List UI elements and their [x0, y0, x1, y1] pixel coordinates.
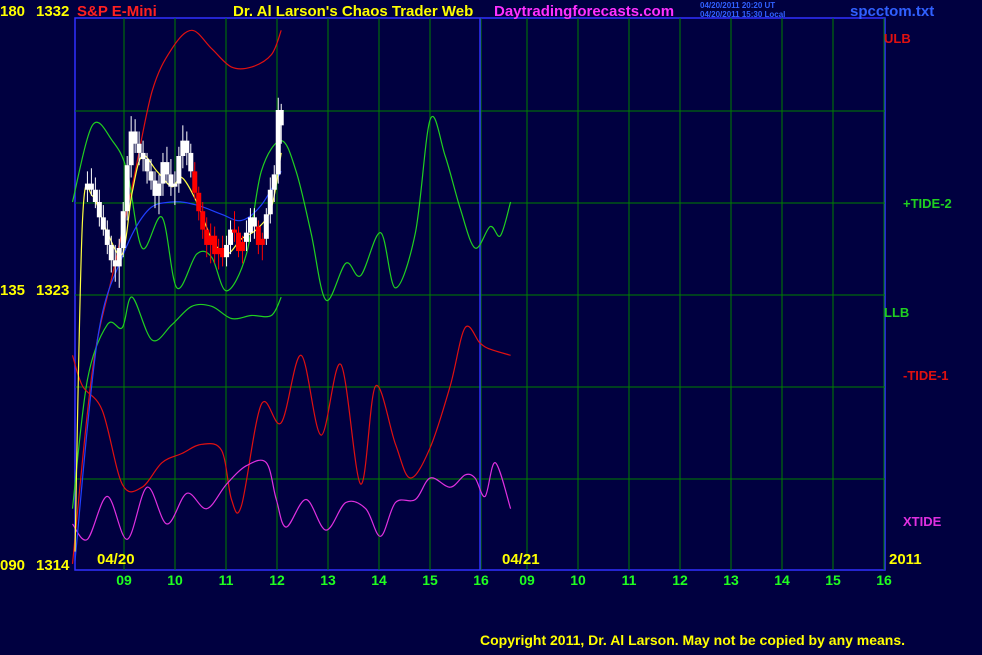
timestamp-local: 04/20/2011 15:30 Local	[700, 10, 785, 19]
x-tick-label: 14	[371, 572, 387, 588]
copyright-notice: Copyright 2011, Dr. Al Larson. May not b…	[480, 632, 905, 648]
series-line-ulb	[71, 29, 282, 564]
series-line-tide1	[71, 325, 511, 514]
left-axis-bottom-label: 090	[0, 557, 25, 574]
price-bar	[120, 211, 126, 248]
price-bar	[156, 183, 162, 196]
price-bar	[112, 260, 118, 267]
x-tick-label: 14	[774, 572, 790, 588]
price-bar	[140, 152, 146, 160]
x-tick-label: 16	[473, 572, 489, 588]
date-label-second: 04/21	[502, 551, 540, 568]
left-axis-top-label: 180	[0, 3, 25, 20]
x-tick-label: 09	[519, 572, 535, 588]
grid-layer	[75, 18, 885, 570]
price-bar	[184, 140, 190, 153]
filename-label: spcctom.txt	[850, 3, 934, 20]
price-bar	[259, 238, 265, 245]
price-bar	[116, 248, 122, 267]
price-bar	[168, 174, 174, 187]
right-axis-top-label: 1332	[36, 3, 69, 20]
x-tick-label: 10	[167, 572, 183, 588]
price-bar	[100, 217, 106, 230]
series-line-ma_blue	[74, 170, 282, 561]
price-bar	[124, 165, 130, 212]
price-bar	[192, 171, 198, 193]
price-bar	[84, 183, 90, 190]
x-tick-label: 13	[723, 572, 739, 588]
price-bar	[278, 110, 284, 126]
line-layer	[71, 29, 512, 564]
price-bar	[255, 226, 261, 245]
year-label: 2011	[889, 551, 922, 568]
timestamp-ut: 04/20/2011 20:20 UT	[700, 1, 775, 10]
price-bar	[263, 214, 269, 239]
series-line-xtide	[72, 459, 512, 541]
symbol-label: S&P E-Mini	[77, 3, 157, 20]
price-bar	[247, 217, 253, 233]
price-bar	[160, 162, 166, 184]
date-label-first: 04/20	[97, 551, 135, 568]
price-bar	[152, 180, 158, 196]
series-line-tide2	[71, 116, 512, 301]
price-bar	[96, 202, 102, 218]
right-axis-bottom-label: 1314	[36, 557, 70, 574]
price-bar	[208, 235, 214, 245]
price-bar	[200, 211, 206, 230]
site-label: Daytradingforecasts.com	[494, 3, 674, 20]
price-bar	[148, 171, 154, 181]
x-tick-label: 15	[422, 572, 438, 588]
price-bar	[251, 217, 257, 227]
price-bar	[108, 244, 114, 261]
series-label-llb: LLB	[884, 305, 909, 320]
x-tick-label: 15	[825, 572, 841, 588]
chart-title: Dr. Al Larson's Chaos Trader Web	[233, 3, 473, 20]
price-bar	[243, 232, 249, 242]
right-axis-mid-label: 1323	[36, 282, 69, 299]
price-bar	[232, 229, 238, 233]
price-bar	[128, 131, 134, 166]
x-tick-label: 11	[622, 572, 637, 588]
x-tick-label: 13	[320, 572, 336, 588]
x-tick-label: 11	[219, 572, 234, 588]
series-label-tide2: +TIDE-2	[903, 196, 952, 211]
price-bar	[220, 248, 226, 258]
price-bar	[188, 152, 194, 172]
series-label-tide1: -TIDE-1	[903, 368, 949, 383]
price-bar	[180, 140, 186, 156]
price-bar-layer	[84, 97, 284, 288]
price-bar	[88, 183, 94, 190]
left-axis-mid-label: 135	[0, 282, 25, 299]
price-bar	[224, 244, 230, 258]
hour-label-layer: 09 10 11 12 13 14 15 16 09 10 11 12 13 14 15 16	[116, 572, 892, 588]
x-tick-label: 12	[269, 572, 285, 588]
series-label-xtide: XTIDE	[903, 514, 942, 529]
price-bar	[235, 232, 241, 252]
price-bar	[267, 189, 273, 215]
series-line-llb	[71, 296, 282, 509]
x-tick-label: 12	[672, 572, 688, 588]
price-bar	[275, 110, 281, 175]
price-bar	[239, 241, 245, 252]
price-bar	[92, 189, 98, 202]
price-bar	[164, 162, 170, 175]
price-bar	[212, 235, 218, 255]
price-bar	[271, 174, 277, 190]
price-bar	[204, 229, 210, 245]
x-tick-label: 09	[116, 572, 132, 588]
price-bar	[176, 156, 182, 184]
price-bar	[144, 159, 150, 172]
series-label-ulb: ULB	[884, 31, 911, 46]
x-tick-label: 16	[876, 572, 892, 588]
price-bar	[104, 229, 110, 245]
x-tick-label: 10	[570, 572, 586, 588]
price-bar	[196, 192, 202, 212]
price-bar	[216, 248, 222, 255]
price-bar	[132, 131, 138, 144]
price-bar	[172, 183, 178, 187]
price-bar	[136, 143, 142, 153]
price-bar	[228, 229, 234, 245]
